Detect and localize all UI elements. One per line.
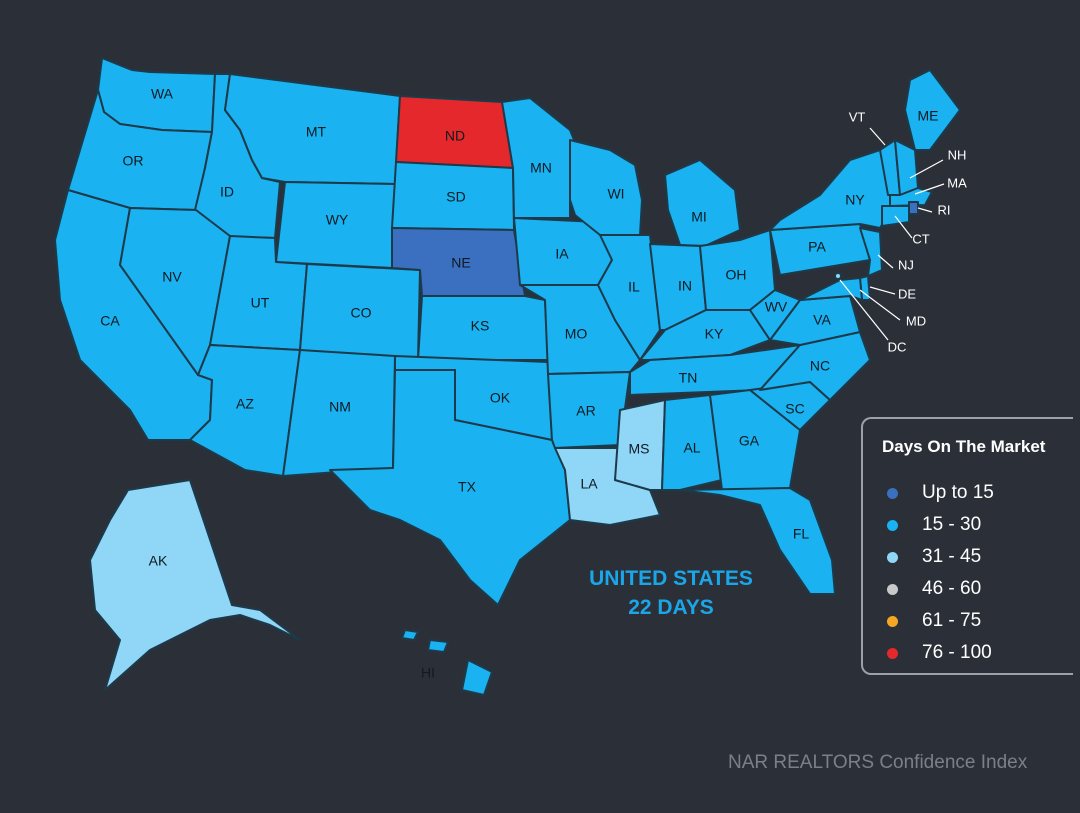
state-label-wi: WI <box>607 186 624 202</box>
state-mi <box>664 159 741 247</box>
state-label-va: VA <box>813 312 831 328</box>
legend-item: 46 - 60 <box>887 573 994 605</box>
legend-swatch <box>887 647 898 659</box>
state-label-oh: OH <box>726 267 747 283</box>
legend: Days On The Market Up to 15 15 - 30 31 -… <box>861 417 1073 675</box>
legend-items: Up to 15 15 - 30 31 - 45 46 - 60 61 - 75… <box>887 477 994 669</box>
state-label-mi: MI <box>691 209 707 225</box>
source-credit: NAR REALTORS Confidence Index <box>728 752 1028 773</box>
state-label-il: IL <box>628 279 640 295</box>
summary-line1: UNITED STATES <box>589 567 753 590</box>
legend-item: 76 - 100 <box>887 637 994 669</box>
state-label-la: LA <box>580 476 598 492</box>
legend-swatch <box>887 519 898 531</box>
leader-lines <box>839 127 945 341</box>
legend-label: 31 - 45 <box>922 546 982 567</box>
state-label-ks: KS <box>471 318 490 334</box>
state-label-wv: WV <box>765 299 788 315</box>
state-label-ny: NY <box>845 192 865 208</box>
state-label-vt: VT <box>849 109 866 124</box>
state-label-dc: DC <box>888 339 907 354</box>
state-label-fl: FL <box>793 526 810 542</box>
state-label-mt: MT <box>306 124 327 140</box>
legend-swatch <box>887 551 898 563</box>
state-ak <box>89 479 301 691</box>
state-label-tn: TN <box>679 370 698 386</box>
state-label-nh: NH <box>948 147 967 162</box>
state-label-nj: NJ <box>898 257 914 272</box>
state-ar <box>547 371 631 449</box>
state-label-id: ID <box>220 184 234 200</box>
state-dc <box>834 272 842 280</box>
legend-swatch <box>887 487 898 499</box>
state-label-in: IN <box>678 278 692 294</box>
state-label-al: AL <box>683 440 700 456</box>
state-ny <box>769 149 901 231</box>
legend-item: 31 - 45 <box>887 541 994 573</box>
state-label-nc: NC <box>810 358 830 374</box>
state-label-co: CO <box>351 305 372 321</box>
state-al <box>661 394 723 491</box>
state-mn <box>501 97 579 219</box>
legend-label: 46 - 60 <box>922 578 982 599</box>
state-label-nv: NV <box>162 269 182 285</box>
state-labels: WA OR CA ID NV MT WY UT AZ CO NM ND SD NE KS OK TX MN IA MO… <box>100 86 967 681</box>
state-label-hi: HI <box>421 665 435 681</box>
state-label-ri: RI <box>938 202 951 217</box>
state-nj <box>859 227 883 277</box>
legend-item: Up to 15 <box>887 477 994 509</box>
us-summary: UNITED STATES 22 DAYS <box>556 564 786 622</box>
state-me <box>904 69 961 151</box>
state-ga <box>709 389 801 491</box>
state-label-de: DE <box>898 286 916 301</box>
state-hi <box>401 629 493 696</box>
state-md <box>799 277 863 301</box>
state-label-ut: UT <box>251 295 270 311</box>
state-label-sc: SC <box>785 401 804 417</box>
state-label-me: ME <box>918 108 939 124</box>
legend-item: 61 - 75 <box>887 605 994 637</box>
legend-label: 15 - 30 <box>922 514 982 535</box>
state-label-wy: WY <box>326 212 349 228</box>
legend-swatch <box>887 583 898 595</box>
state-label-ar: AR <box>576 403 595 419</box>
legend-swatch <box>887 615 898 627</box>
state-wi <box>569 139 643 236</box>
legend-label: 61 - 75 <box>922 610 982 631</box>
state-label-mo: MO <box>565 326 588 342</box>
state-label-pa: PA <box>808 239 826 255</box>
state-ri <box>908 201 919 215</box>
legend-item: 15 - 30 <box>887 509 994 541</box>
state-label-nm: NM <box>329 399 351 415</box>
state-label-ia: IA <box>555 246 569 262</box>
state-label-ak: AK <box>149 553 168 569</box>
state-label-ms: MS <box>629 441 650 457</box>
summary-line2: 22 DAYS <box>628 596 714 619</box>
state-label-ky: KY <box>705 326 724 342</box>
state-label-ga: GA <box>739 433 760 449</box>
state-label-or: OR <box>123 153 144 169</box>
state-label-wa: WA <box>151 86 174 102</box>
state-label-mn: MN <box>530 160 552 176</box>
state-label-md: MD <box>906 313 926 328</box>
state-label-ca: CA <box>100 313 120 329</box>
state-label-ct: CT <box>912 231 929 246</box>
state-label-nd: ND <box>445 128 465 144</box>
state-label-az: AZ <box>236 396 254 412</box>
state-label-ne: NE <box>451 255 470 271</box>
state-label-ma: MA <box>947 175 967 190</box>
legend-label: Up to 15 <box>922 482 994 503</box>
state-ms <box>614 399 666 491</box>
state-label-ok: OK <box>490 390 511 406</box>
state-fl <box>679 487 836 595</box>
state-tx <box>329 369 571 606</box>
state-label-sd: SD <box>446 189 465 205</box>
legend-label: 76 - 100 <box>922 642 992 663</box>
state-label-tx: TX <box>458 479 477 495</box>
legend-title: Days On The Market <box>882 437 1046 456</box>
